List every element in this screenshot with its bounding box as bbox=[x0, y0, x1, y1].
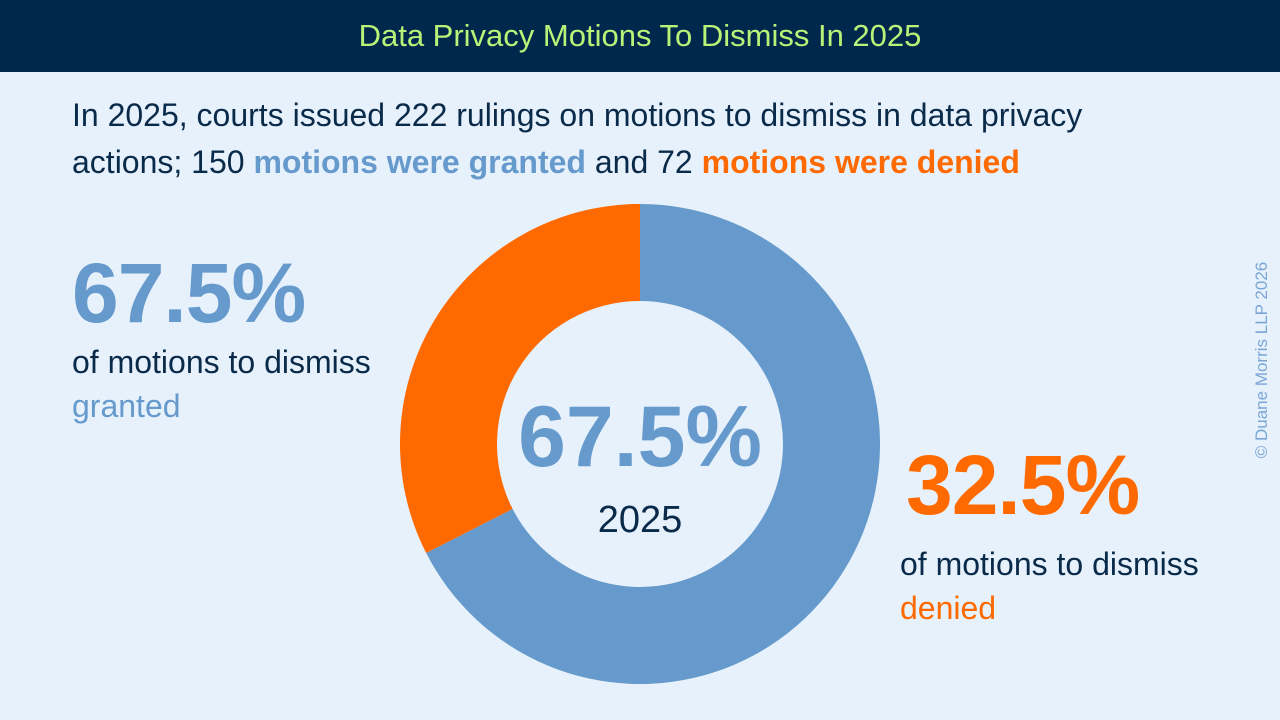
summary-granted-phrase: motions were granted bbox=[253, 144, 586, 180]
page-title: Data Privacy Motions To Dismiss In 2025 bbox=[358, 18, 922, 53]
granted-stat: 67.5% of motions to dismiss granted bbox=[72, 248, 371, 428]
granted-label: granted bbox=[72, 388, 181, 424]
denied-percent: 32.5% bbox=[906, 438, 1140, 532]
summary-text: In 2025, courts issued 222 rulings on mo… bbox=[72, 92, 1192, 186]
donut-center-label: 2025 bbox=[598, 499, 683, 541]
summary-denied-phrase: motions were denied bbox=[701, 144, 1020, 180]
donut-slice-granted bbox=[426, 204, 880, 684]
header-bar: Data Privacy Motions To Dismiss In 2025 bbox=[0, 0, 1280, 72]
granted-description: of motions to dismiss bbox=[72, 344, 371, 380]
granted-percent: 67.5% bbox=[72, 246, 306, 340]
donut-chart: 67.5% 2025 bbox=[399, 204, 880, 684]
denied-label: denied bbox=[900, 590, 997, 626]
donut-slice-denied bbox=[399, 204, 640, 553]
denied-stat: 32.5% of motions to dismiss denied bbox=[900, 440, 1199, 630]
summary-part2: and 72 bbox=[585, 144, 702, 180]
summary-part1: In 2025, courts issued 222 rulings on mo… bbox=[72, 97, 1083, 180]
denied-description: of motions to dismiss bbox=[900, 546, 1199, 582]
copyright-notice: © Duane Morris LLP 2026 bbox=[1252, 261, 1271, 459]
donut-center-value: 67.5% bbox=[518, 389, 762, 485]
